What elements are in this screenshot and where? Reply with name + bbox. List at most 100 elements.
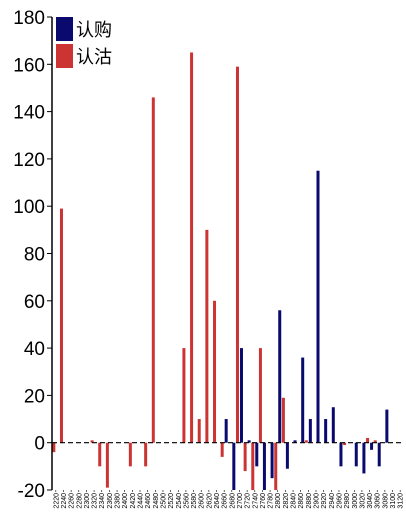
- bar-put-2660: [220, 442, 224, 457]
- bar-put-3060: [373, 440, 377, 443]
- bar-call-2920: [324, 419, 328, 443]
- x-tick-label: 2220: [53, 493, 60, 509]
- bar-put-2340: [98, 442, 102, 467]
- bar-call-2680: [232, 442, 236, 490]
- x-tick-label: 2440: [138, 493, 145, 509]
- bar-call-2800: [278, 310, 282, 443]
- x-tick-label: 2800: [275, 493, 282, 509]
- x-tick-label: 3120: [398, 493, 405, 509]
- x-tick-label: 2300: [84, 493, 91, 509]
- y-tick-label: 0: [34, 434, 45, 455]
- bar-put-2820: [281, 397, 285, 443]
- y-tick-label: 80: [24, 245, 45, 266]
- y-tick-label: 120: [13, 150, 45, 171]
- axes-layer: [51, 17, 404, 490]
- bar-call-2860: [301, 357, 305, 443]
- bar-put-2880: [304, 440, 308, 443]
- legend-swatch-call: [56, 17, 73, 41]
- x-tick-label: 2500: [160, 493, 167, 509]
- legend-label-put: 认沽: [76, 47, 112, 68]
- x-tick-label: 2760: [260, 493, 267, 509]
- y-tick-label: 180: [13, 8, 45, 29]
- bar-put-2320: [90, 440, 94, 443]
- x-tick-label: 2400: [122, 493, 129, 509]
- x-tick-label: 2260: [69, 493, 76, 509]
- bar-put-2220: [52, 442, 56, 453]
- legend-label-call: 认购: [76, 20, 112, 41]
- bar-call-2760: [262, 442, 266, 490]
- bar-put-2420: [128, 442, 132, 467]
- x-tick-label: 2420: [130, 493, 137, 509]
- bar-put-2760: [258, 348, 262, 443]
- bar-put-2720: [243, 442, 247, 472]
- bar-call-2740: [255, 442, 259, 467]
- y-tick-label: 140: [13, 103, 45, 124]
- x-tick-label: 3080: [382, 493, 389, 509]
- bar-call-2660: [224, 419, 228, 443]
- x-tick-label: 3020: [359, 493, 366, 509]
- bar-put-2740: [251, 442, 255, 490]
- x-tick-label: 2880: [306, 493, 313, 509]
- x-tick-label: 2560: [183, 493, 190, 509]
- x-tick-label: 2580: [191, 493, 198, 509]
- bar-call-2960: [339, 442, 343, 467]
- bar-put-2600: [197, 419, 201, 443]
- y-tick-label: 40: [24, 339, 45, 360]
- bar-put-3040: [366, 437, 370, 443]
- x-tick-label: 2380: [115, 493, 122, 509]
- y-tick-labels: -20 0 20 40 60 80 100 120 140 160 180: [13, 8, 52, 502]
- bar-put-2240: [59, 208, 63, 443]
- bar-call-2880: [308, 419, 312, 443]
- x-tick-label: 2840: [291, 493, 298, 509]
- bar-put-2580: [190, 52, 194, 443]
- bar-call-3020: [362, 442, 366, 474]
- y-tick-label: 20: [24, 386, 45, 407]
- x-tick-label: 2360: [107, 493, 114, 509]
- x-tick-label: 2640: [214, 493, 221, 509]
- x-tick-label: 2780: [268, 493, 275, 509]
- x-tick-label: 2680: [229, 493, 236, 509]
- bar-call-3080: [385, 409, 389, 443]
- bar-call-2820: [285, 442, 289, 469]
- x-tick-label: 2340: [99, 493, 106, 509]
- bar-put-2640: [213, 300, 217, 443]
- x-tick-label: 2540: [176, 493, 183, 509]
- y-tick-label: 100: [13, 197, 45, 218]
- x-tick-label: 2660: [222, 493, 229, 509]
- bar-call-3060: [377, 442, 381, 467]
- bars-layer: [52, 52, 389, 490]
- bar-call-3000: [354, 442, 358, 467]
- bar-call-2720: [247, 440, 251, 443]
- y-tick-label: -20: [18, 481, 45, 502]
- x-tick-label: 2240: [61, 493, 68, 509]
- y-tick-label: 60: [24, 292, 45, 313]
- bar-put-2700: [235, 66, 239, 443]
- x-tick-label: 2720: [245, 493, 252, 509]
- x-tick-label: 2320: [92, 493, 99, 509]
- x-tick-label: 2520: [168, 493, 175, 509]
- x-tick-label: 2740: [252, 493, 259, 509]
- bar-put-2800: [274, 442, 278, 490]
- bar-put-2560: [182, 348, 186, 443]
- bar-put-2480: [151, 97, 155, 443]
- x-tick-label: 2960: [336, 493, 343, 509]
- bar-call-3040: [370, 442, 374, 450]
- x-tick-label: 3100: [390, 493, 397, 509]
- x-tick-label: 3040: [367, 493, 374, 509]
- x-tick-labels: 2220 2240 2260 2280 2300 2320 2340 2360 2380 2400…: [53, 490, 405, 509]
- bar-call-2840: [293, 440, 297, 443]
- x-tick-label: 2940: [329, 493, 336, 509]
- y-tick-label: 160: [13, 55, 45, 76]
- x-tick-label: 2600: [199, 493, 206, 509]
- bar-put-2620: [205, 229, 209, 443]
- legend-swatch-put: [56, 44, 73, 68]
- x-tick-label: 2480: [153, 493, 160, 509]
- x-tick-label: 2900: [314, 493, 321, 509]
- bar-put-2460: [144, 442, 148, 467]
- bar-put-2360: [105, 442, 109, 488]
- bar-call-2780: [270, 442, 274, 479]
- x-tick-label: 2860: [298, 493, 305, 509]
- x-tick-label: 2280: [76, 493, 83, 509]
